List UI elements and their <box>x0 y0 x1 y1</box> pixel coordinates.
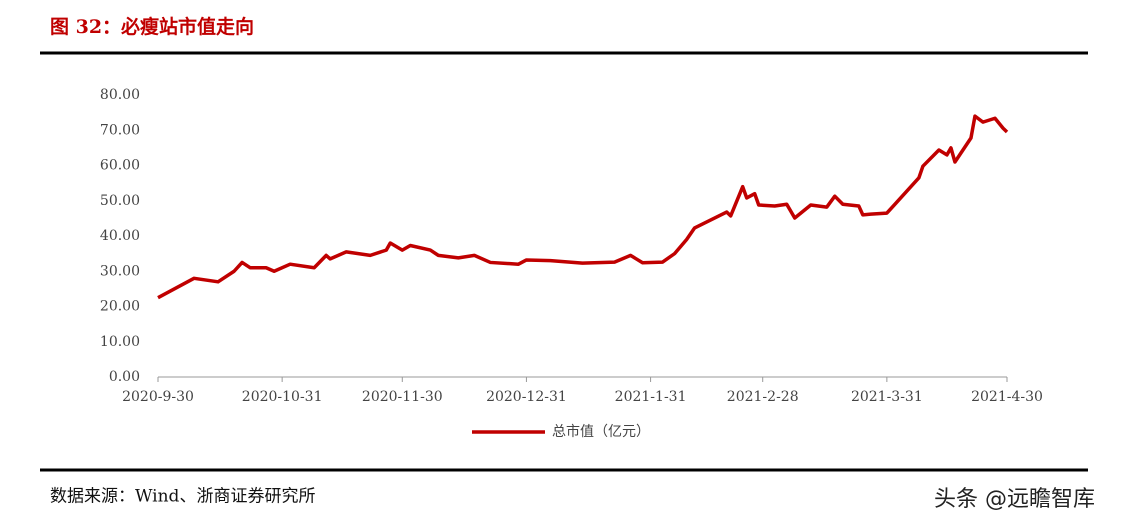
x-tick-label: 2021-3-31 <box>851 389 923 405</box>
series-line <box>157 114 1009 300</box>
y-tick-label: 40.00 <box>100 228 140 244</box>
x-tick-label: 2020-11-30 <box>362 389 443 405</box>
y-tick-label: 10.00 <box>100 334 140 350</box>
x-tick-label: 2020-9-30 <box>122 389 194 405</box>
watermark: 头条 @远瞻智库 <box>934 487 1095 512</box>
source: 数据来源：Wind、浙商证券研究所 <box>50 487 315 507</box>
y-tick-label: 80.00 <box>100 87 140 103</box>
x-tick-label: 2021-4-30 <box>971 389 1043 405</box>
x-tick-label: 2020-10-31 <box>242 389 323 405</box>
x-tick-label: 2020-12-31 <box>486 389 567 405</box>
y-tick-label: 50.00 <box>100 193 140 209</box>
chart-title: 图 32：必瘦站市值走向 <box>50 15 254 38</box>
y-tick-label: 20.00 <box>100 299 140 315</box>
x-tick-label: 2021-2-28 <box>727 389 799 405</box>
x-tick-label: 2021-1-31 <box>615 389 687 405</box>
y-tick-label: 70.00 <box>100 122 140 138</box>
y-tick-label: 0.00 <box>109 369 140 385</box>
y-tick-label: 60.00 <box>100 158 140 174</box>
legend-label: 总市值（亿元） <box>552 423 650 440</box>
y-tick-label: 30.00 <box>100 263 140 279</box>
